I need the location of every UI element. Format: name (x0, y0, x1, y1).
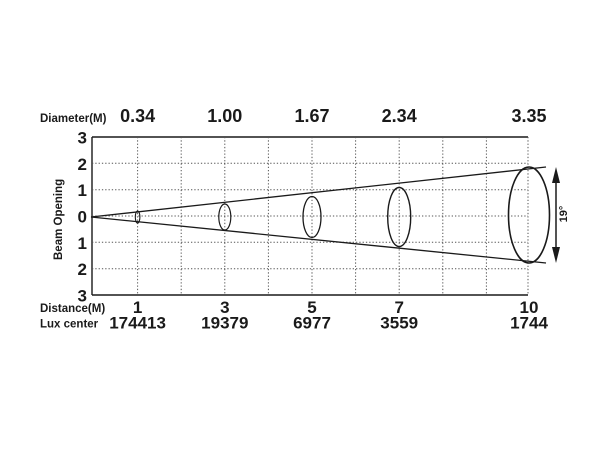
svg-text:1744: 1744 (510, 314, 548, 333)
svg-text:Distance(M): Distance(M) (40, 303, 105, 315)
svg-text:1.67: 1.67 (294, 106, 329, 126)
svg-text:6977: 6977 (293, 314, 331, 333)
svg-text:Lux center: Lux center (40, 319, 99, 331)
svg-text:3559: 3559 (380, 314, 418, 333)
svg-text:Diameter(M): Diameter(M) (40, 113, 107, 125)
svg-text:19°: 19° (558, 206, 570, 223)
svg-text:1: 1 (78, 181, 87, 200)
svg-text:3.35: 3.35 (511, 106, 546, 126)
svg-text:1: 1 (78, 234, 87, 253)
svg-text:2.34: 2.34 (382, 106, 417, 126)
svg-text:174413: 174413 (109, 314, 166, 333)
svg-text:19379: 19379 (201, 314, 248, 333)
svg-text:Beam Opening: Beam Opening (53, 179, 65, 260)
svg-text:3: 3 (78, 129, 87, 148)
svg-text:1.00: 1.00 (207, 106, 242, 126)
svg-text:2: 2 (78, 155, 87, 174)
svg-text:0.34: 0.34 (120, 106, 155, 126)
svg-text:0: 0 (78, 208, 87, 227)
svg-text:2: 2 (78, 260, 87, 279)
